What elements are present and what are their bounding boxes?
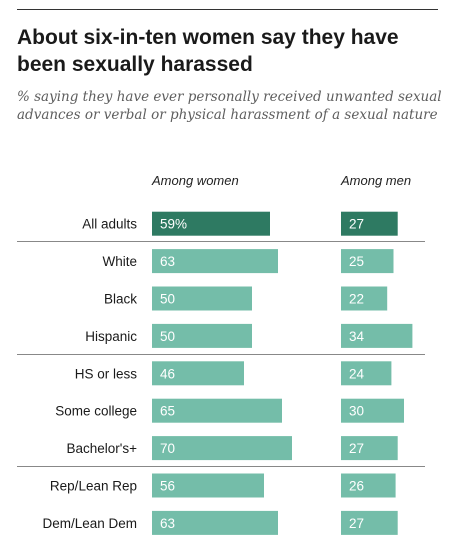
bar-value-men: 30 [349, 404, 364, 419]
bar-value-men: 25 [349, 254, 364, 269]
bar-women [152, 211, 270, 236]
bar-value-men: 26 [349, 479, 364, 494]
bar-men [341, 510, 398, 535]
category-label: Hispanic [85, 329, 137, 344]
category-label: Bachelor's+ [67, 441, 138, 456]
bar-value-women: 59% [160, 217, 187, 232]
category-label: White [102, 254, 137, 269]
bar-value-men: 22 [349, 292, 364, 307]
bar-women [152, 473, 264, 498]
bar-men [341, 398, 404, 423]
bar-men [341, 436, 398, 461]
category-label: Rep/Lean Rep [50, 479, 137, 494]
bar-women [152, 249, 278, 274]
bar-women [152, 361, 244, 386]
column-header-men: Among men [341, 173, 412, 188]
bar-women [152, 436, 292, 461]
category-label: Dem/Lean Dem [42, 516, 137, 531]
bar-women [152, 286, 252, 311]
bar-value-women: 65 [160, 404, 175, 419]
bar-men [341, 323, 413, 348]
chart-subtitle: % saying they have ever personally recei… [17, 89, 442, 123]
category-label: Some college [55, 404, 137, 419]
bar-value-men: 27 [349, 516, 364, 531]
bar-value-women: 63 [160, 254, 175, 269]
bar-value-women: 50 [160, 329, 175, 344]
chart-title: About six-in-ten women say they have bee… [17, 26, 399, 76]
bar-men [341, 473, 396, 498]
top-rule [17, 9, 438, 10]
bar-value-men: 34 [349, 329, 365, 344]
bar-women [152, 510, 278, 535]
bar-value-men: 27 [349, 217, 364, 232]
bar-value-women: 46 [160, 366, 175, 381]
bar-men [341, 249, 394, 274]
category-label: Black [104, 292, 137, 307]
category-label: HS or less [75, 366, 138, 381]
bar-value-women: 70 [160, 441, 175, 456]
bar-men [341, 361, 392, 386]
bar-women [152, 398, 282, 423]
bar-value-men: 24 [349, 366, 365, 381]
bar-value-women: 56 [160, 479, 175, 494]
bar-value-women: 50 [160, 292, 175, 307]
bar-value-men: 27 [349, 441, 364, 456]
bar-value-women: 63 [160, 516, 175, 531]
bar-men [341, 286, 388, 311]
bar-men [341, 211, 398, 236]
category-label: All adults [82, 217, 137, 232]
column-header-women: Among women [152, 173, 239, 188]
bar-women [152, 323, 252, 348]
